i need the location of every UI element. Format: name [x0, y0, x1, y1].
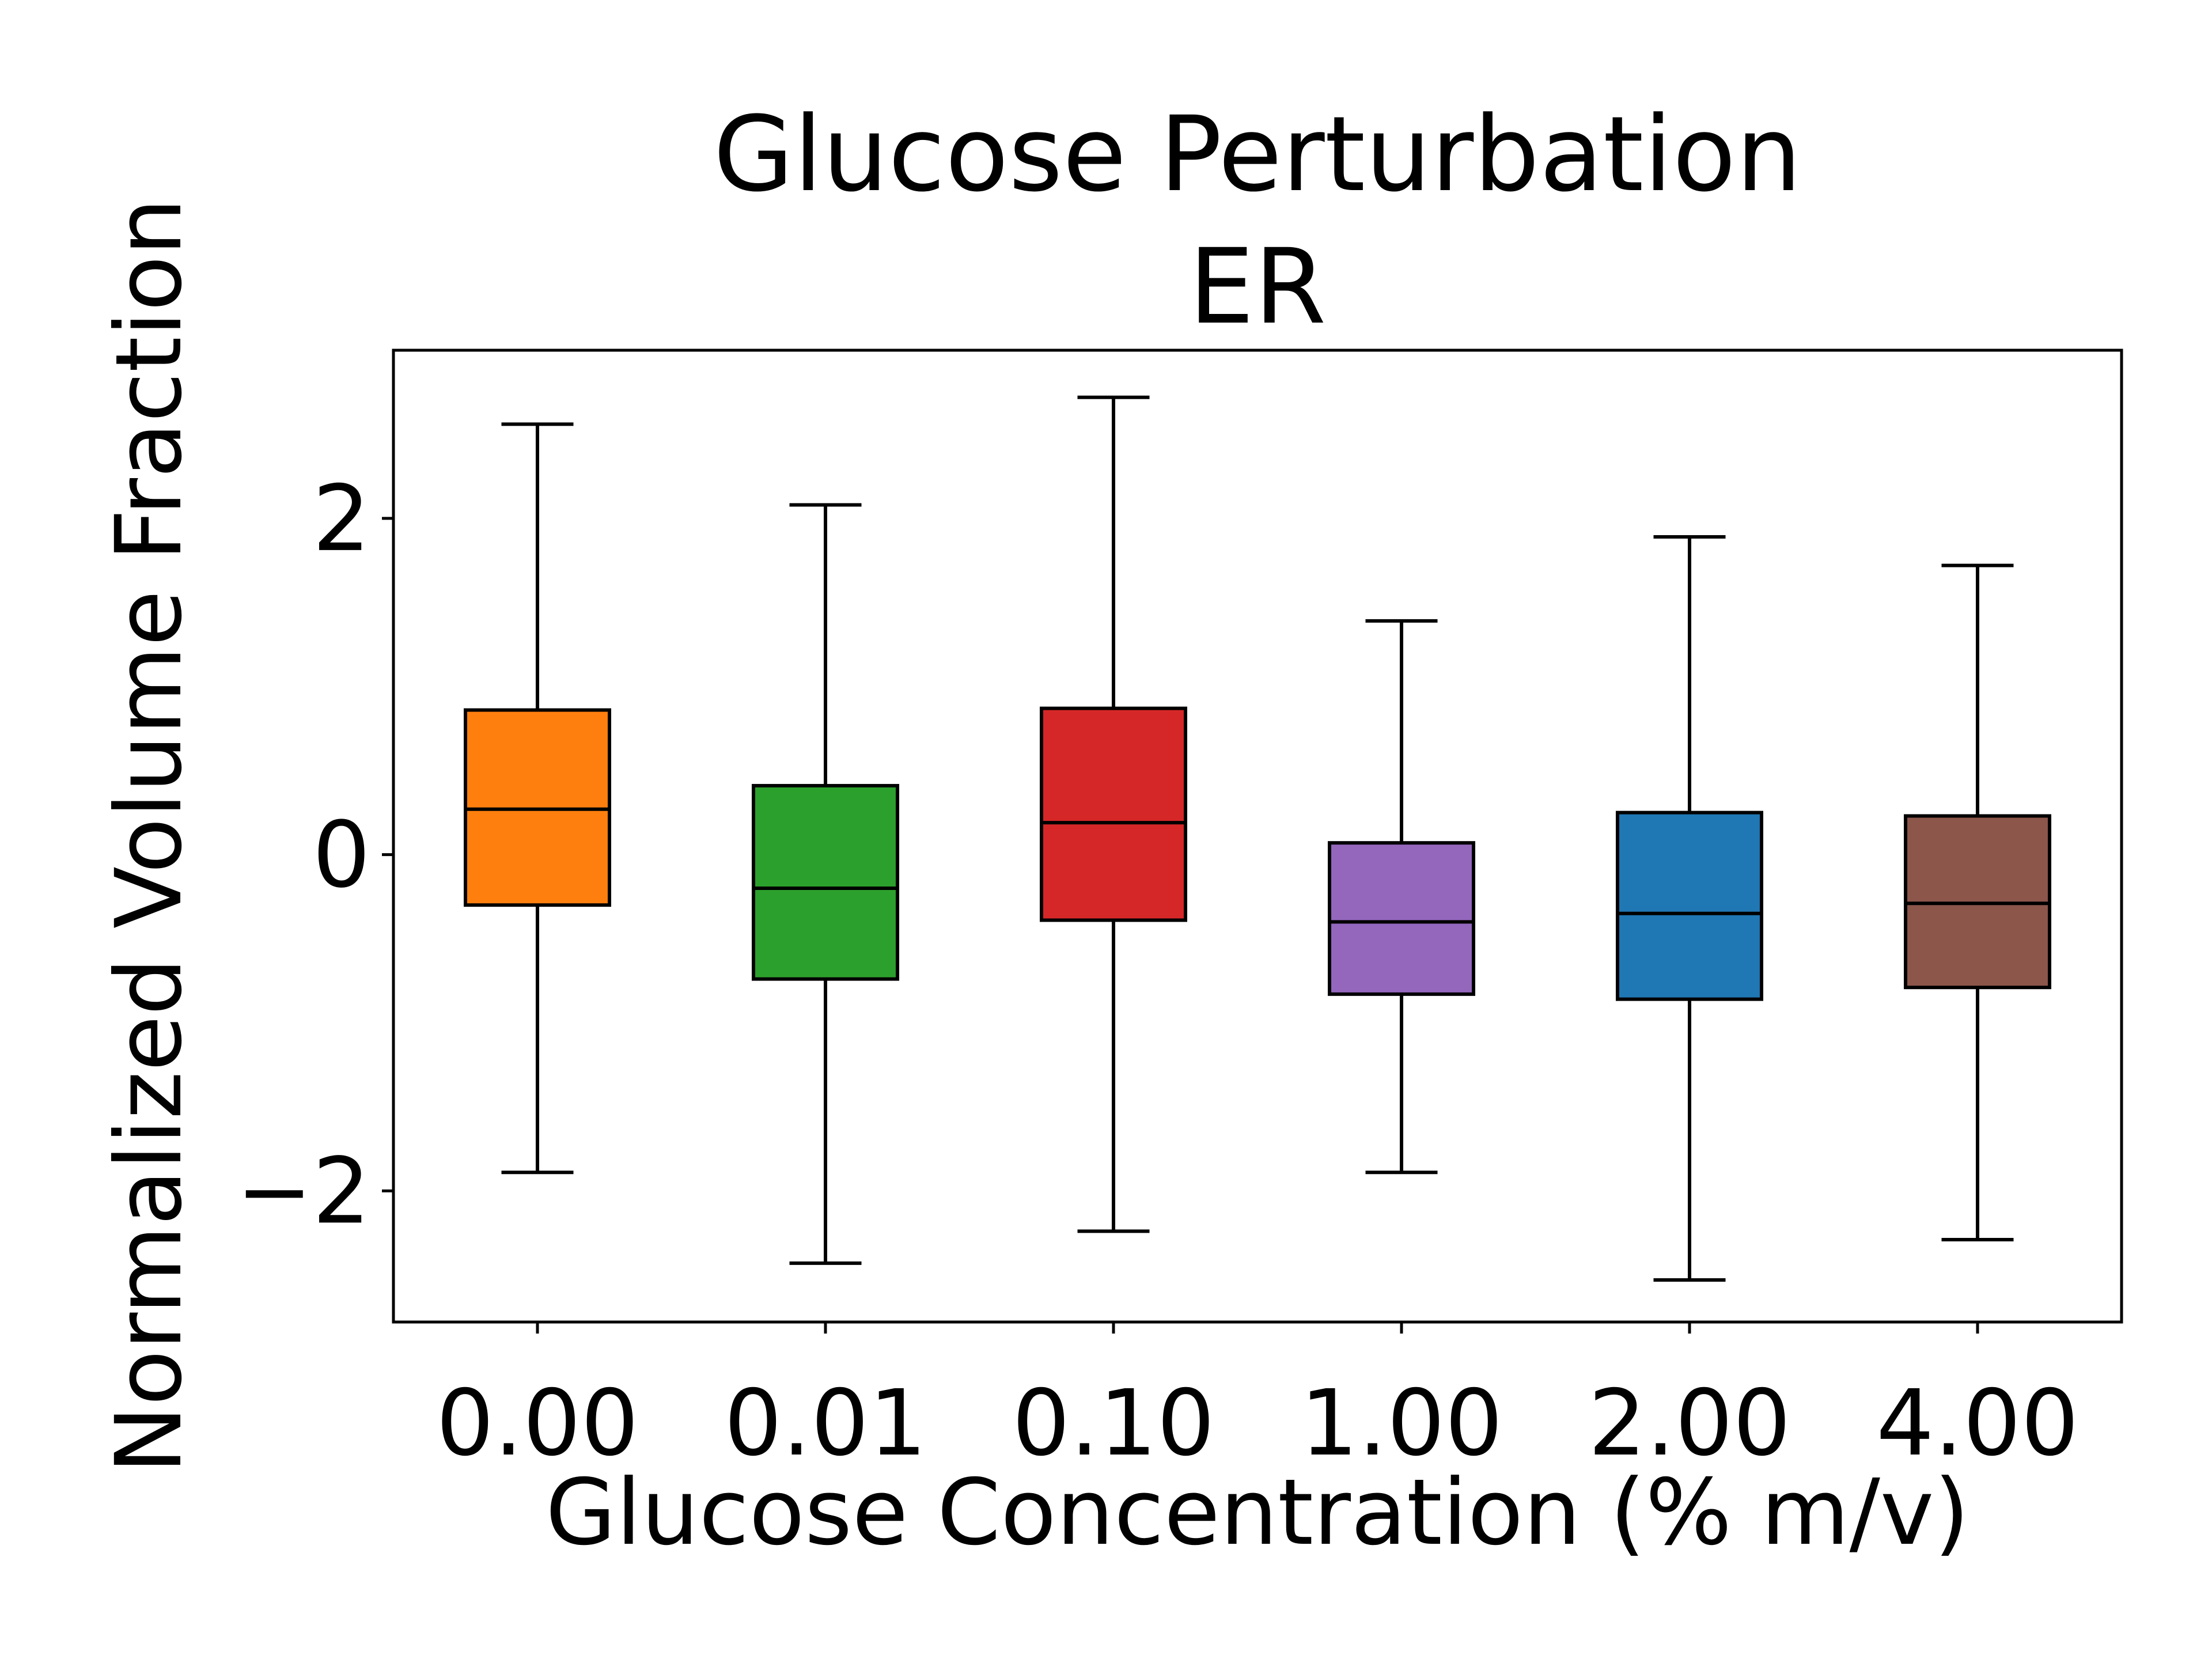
box-iqr: [1616, 810, 1763, 1001]
box-group-1.00: [1328, 619, 1475, 1175]
box-group-0.10: [1040, 395, 1187, 1233]
x-axis-ticks: 0.00 0.01 0.10 1.00 2.00 4.00: [436, 1322, 2079, 1476]
y-tick-label: −2: [236, 1138, 370, 1244]
plot-frame: [392, 349, 2123, 1324]
x-tick-label: 2.00: [1588, 1370, 1791, 1476]
box-group-0.00: [464, 422, 611, 1175]
chart-subtitle: ER: [1189, 227, 1327, 347]
plot-area: [464, 395, 2051, 1282]
x-tick-label: 1.00: [1300, 1370, 1503, 1476]
box-iqr: [1328, 841, 1475, 996]
x-tick-label: 0.10: [1012, 1370, 1215, 1476]
x-tick-label: 0.01: [724, 1370, 927, 1476]
y-tick-label: 0: [312, 802, 370, 908]
x-tick-label: 4.00: [1876, 1370, 2079, 1476]
box-iqr: [1040, 706, 1187, 922]
y-axis-ticks: −2 0 2: [236, 466, 393, 1244]
x-tick-label: 0.00: [436, 1370, 639, 1476]
box-group-4.00: [1904, 563, 2051, 1241]
x-axis-label: Glucose Concentration (% m/v): [546, 1460, 1969, 1566]
chart-title: Glucose Perturbation: [713, 94, 1801, 215]
y-tick-label: 2: [312, 466, 370, 572]
box-group-2.00: [1616, 535, 1763, 1282]
box-iqr: [752, 783, 899, 981]
box-group-0.01: [752, 503, 899, 1265]
y-axis-label: Normalized Volume Fraction: [96, 198, 202, 1474]
